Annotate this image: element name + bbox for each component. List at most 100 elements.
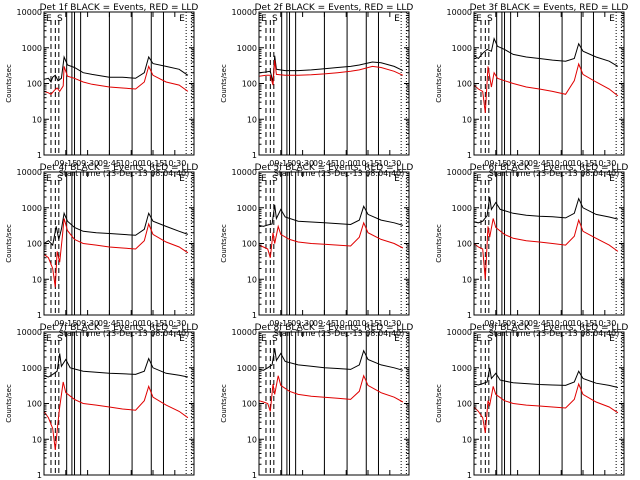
- marker-label: S: [487, 334, 493, 344]
- marker-label: E: [179, 334, 185, 344]
- y-tick-label: 10: [462, 435, 472, 444]
- series-line-events: [258, 204, 404, 227]
- y-tick-label: 100: [242, 400, 257, 409]
- marker-label: E: [394, 174, 400, 184]
- y-tick-label: 1000: [452, 204, 472, 213]
- y-tick-label: 1000: [22, 364, 42, 373]
- y-tick-label: 100: [27, 400, 42, 409]
- marker-label: E: [476, 174, 482, 184]
- panel-title: Det 8f BLACK = Events, RED = LLD: [255, 323, 414, 333]
- x-tick-label: 09:15: [54, 159, 77, 168]
- panel-title: Det 2f BLACK = Events, RED = LLD: [255, 3, 414, 13]
- series-line-events: [43, 55, 189, 84]
- marker-label: S: [272, 14, 278, 24]
- marker-label: S: [487, 14, 493, 24]
- series-line-lld: [258, 221, 404, 258]
- y-tick-label: 10: [247, 115, 257, 124]
- y-tick-label: 100: [242, 80, 257, 89]
- x-axis-label: Start Time (23-Dec-13 08:04:40): [274, 329, 405, 338]
- marker-label: E: [179, 174, 185, 184]
- x-tick-label: 10:15: [141, 319, 164, 328]
- y-axis-label: Counts/sec: [435, 64, 443, 103]
- y-tick-label: 100: [457, 240, 472, 249]
- y-tick-label: 100: [457, 80, 472, 89]
- x-axis-label: Start Time (23-Dec-13 08:04:40): [59, 169, 190, 178]
- y-tick-label: 1: [467, 471, 472, 480]
- panel-title: Det 3f BLACK = Events, RED = LLD: [470, 3, 629, 13]
- series-line-lld: [43, 218, 189, 288]
- y-tick-label: 10000: [17, 8, 42, 17]
- y-tick-label: 10000: [232, 328, 257, 337]
- series-line-events: [43, 211, 189, 247]
- x-tick-label: 09:15: [54, 319, 77, 328]
- x-tick-label: 09:15: [484, 159, 507, 168]
- x-tick-label: 09:15: [484, 319, 507, 328]
- series-line-events: [43, 353, 189, 378]
- x-tick-label: 09:45: [98, 319, 121, 328]
- marker-label: E: [261, 334, 267, 344]
- series-line-lld: [258, 60, 404, 86]
- y-tick-label: 10: [32, 115, 42, 124]
- panel-title: Det 4f BLACK = Events, RED = LLD: [40, 163, 199, 173]
- x-tick-label: 09:30: [506, 159, 529, 168]
- y-axis-label: Counts/sec: [220, 224, 228, 263]
- marker-label: E: [46, 334, 52, 344]
- x-axis-label: Start Time (23-Dec-13 08:04:40): [489, 329, 620, 338]
- y-tick-label: 10: [247, 275, 257, 284]
- y-tick-label: 1: [37, 311, 42, 320]
- y-tick-label: 1000: [237, 364, 257, 373]
- x-tick-label: 10:00: [120, 319, 143, 328]
- y-axis-label: Counts/sec: [220, 64, 228, 103]
- x-tick-label: 09:45: [528, 159, 551, 168]
- marker-label: E: [394, 334, 400, 344]
- y-tick-label: 10: [247, 435, 257, 444]
- x-tick-label: 10:00: [550, 159, 573, 168]
- marker-label: S: [57, 174, 63, 184]
- y-axis-label: Counts/sec: [5, 384, 13, 423]
- marker-label: E: [609, 174, 615, 184]
- panel-title: Det 9f BLACK = Events, RED = LLD: [470, 323, 629, 333]
- y-tick-label: 1: [252, 471, 257, 480]
- y-tick-label: 10: [462, 115, 472, 124]
- y-tick-label: 1000: [452, 364, 472, 373]
- x-axis-label: Start Time (23-Dec-13 08:04:40): [274, 169, 405, 178]
- y-tick-label: 10000: [17, 328, 42, 337]
- marker-label: E: [394, 14, 400, 24]
- y-tick-label: 1: [467, 311, 472, 320]
- y-tick-label: 100: [242, 240, 257, 249]
- x-tick-label: 09:30: [291, 159, 314, 168]
- y-tick-label: 100: [27, 240, 42, 249]
- x-tick-label: 09:30: [291, 319, 314, 328]
- marker-label: S: [272, 174, 278, 184]
- series-line-lld: [473, 62, 619, 114]
- y-tick-label: 100: [27, 80, 42, 89]
- marker-label: E: [179, 14, 185, 24]
- y-axis-label: Counts/sec: [220, 384, 228, 423]
- x-tick-label: 10:30: [163, 319, 186, 328]
- panel-title: Det 5f BLACK = Events, RED = LLD: [255, 163, 414, 173]
- y-tick-label: 10: [32, 275, 42, 284]
- marker-label: E: [261, 14, 267, 24]
- x-tick-label: 10:30: [378, 159, 401, 168]
- marker-label: E: [476, 14, 482, 24]
- series-line-events: [258, 55, 404, 83]
- y-tick-label: 10000: [232, 8, 257, 17]
- y-tick-label: 1000: [22, 204, 42, 213]
- x-tick-label: 10:15: [571, 319, 594, 328]
- panel-title: Det 6f BLACK = Events, RED = LLD: [470, 163, 629, 173]
- y-tick-label: 1: [37, 471, 42, 480]
- y-axis-label: Counts/sec: [435, 384, 443, 423]
- y-tick-label: 100: [457, 400, 472, 409]
- x-tick-label: 09:30: [76, 319, 99, 328]
- x-axis-label: Start Time (23-Dec-13 08:04:40): [489, 169, 620, 178]
- x-tick-label: 10:15: [571, 159, 594, 168]
- panel-title: Det 7f BLACK = Events, RED = LLD: [40, 323, 199, 333]
- x-tick-label: 10:00: [335, 159, 358, 168]
- y-tick-label: 10000: [447, 8, 472, 17]
- y-tick-label: 1: [467, 151, 472, 160]
